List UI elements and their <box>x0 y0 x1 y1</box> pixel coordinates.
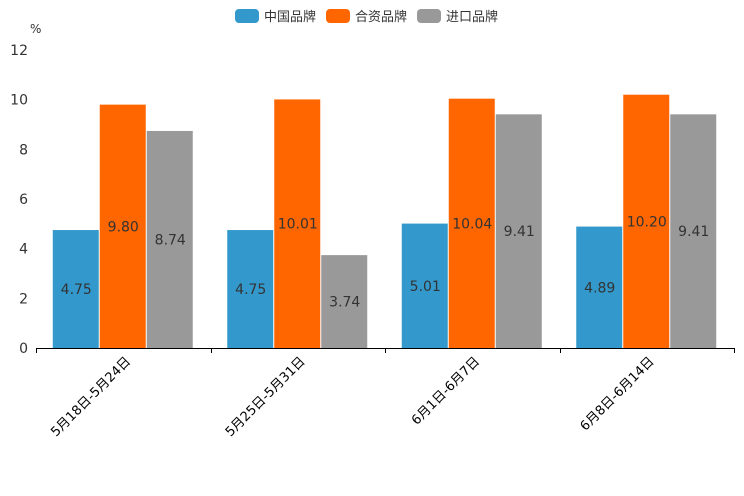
data-label: 5.01 <box>410 279 441 295</box>
data-label: 9.41 <box>504 224 535 240</box>
bar <box>52 230 99 348</box>
data-label: 4.75 <box>235 282 266 298</box>
data-label: 10.04 <box>452 216 492 232</box>
bar <box>576 226 623 348</box>
x-tick-label: 6月1日-6月7日 <box>409 354 483 428</box>
data-label: 4.89 <box>584 280 615 296</box>
y-tick-label: 12 <box>10 43 28 59</box>
legend-swatch <box>417 9 442 23</box>
bar <box>99 104 146 348</box>
data-label: 10.01 <box>278 217 318 233</box>
y-tick-label: 2 <box>19 291 28 307</box>
y-tick-label: 6 <box>19 192 28 208</box>
bar <box>623 94 670 348</box>
y-tick-label: 8 <box>19 142 28 158</box>
data-label: 9.80 <box>108 219 139 235</box>
bar <box>448 98 495 348</box>
legend-swatch <box>235 9 259 23</box>
y-tick-label: 10 <box>10 93 28 109</box>
bar <box>274 99 321 348</box>
data-label: 9.41 <box>678 224 709 240</box>
x-tick-label: 5月25日-5月31日 <box>223 354 309 440</box>
x-tick-label: 5月18日-5月24日 <box>48 354 134 440</box>
y-axis-label: % <box>30 22 41 36</box>
x-tick-label: 6月8日-6月14日 <box>578 354 658 434</box>
data-label: 8.74 <box>155 232 186 248</box>
bar <box>495 114 542 349</box>
data-label: 10.20 <box>627 214 667 230</box>
bar <box>227 230 274 348</box>
bar <box>146 130 193 348</box>
y-tick-label: 4 <box>19 242 28 258</box>
bar <box>670 114 717 349</box>
legend-label: 中国品牌 <box>264 9 316 25</box>
y-tick-label: 0 <box>19 341 28 357</box>
legend-label: 合资品牌 <box>355 9 407 25</box>
bar <box>401 223 448 348</box>
legend-label: 进口品牌 <box>446 9 498 25</box>
data-label: 4.75 <box>61 282 92 298</box>
legend-swatch <box>326 9 351 23</box>
data-label: 3.74 <box>329 295 360 311</box>
bar <box>321 255 368 348</box>
